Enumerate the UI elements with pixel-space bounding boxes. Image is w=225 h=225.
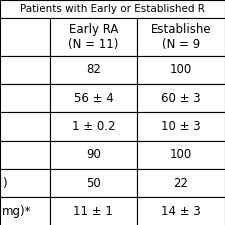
Bar: [50, 197, 137, 225]
Bar: [137, 197, 225, 225]
Bar: [0, 112, 50, 141]
Text: 14 ± 3: 14 ± 3: [161, 205, 201, 218]
Text: 60 ± 3: 60 ± 3: [161, 92, 201, 105]
Text: mg)*: mg)*: [2, 205, 32, 218]
Bar: [50, 56, 137, 84]
Bar: [137, 112, 225, 141]
Bar: [0, 169, 50, 197]
Text: 11 ± 1: 11 ± 1: [73, 205, 113, 218]
Text: 22: 22: [174, 177, 189, 190]
Bar: [137, 18, 225, 56]
Bar: [0, 56, 50, 84]
Bar: [50, 169, 137, 197]
Bar: [137, 84, 225, 112]
Text: 56 ± 4: 56 ± 4: [74, 92, 113, 105]
Bar: [137, 56, 225, 84]
Bar: [0, 141, 50, 169]
Text: Early RA
(N = 11): Early RA (N = 11): [68, 23, 119, 51]
Bar: [0, 18, 50, 56]
Bar: [50, 84, 137, 112]
Bar: [0, 84, 50, 112]
Bar: [0, 0, 225, 18]
Bar: [50, 141, 137, 169]
Text: 82: 82: [86, 63, 101, 76]
Text: ): ): [2, 177, 7, 190]
Text: Patients with Early or Established R: Patients with Early or Established R: [20, 4, 205, 14]
Bar: [137, 141, 225, 169]
Text: 90: 90: [86, 148, 101, 161]
Text: 1 ± 0.2: 1 ± 0.2: [72, 120, 115, 133]
Bar: [50, 18, 137, 56]
Text: 50: 50: [86, 177, 101, 190]
Text: 10 ± 3: 10 ± 3: [161, 120, 201, 133]
Text: 100: 100: [170, 148, 192, 161]
Bar: [137, 169, 225, 197]
Text: Establishe
(N = 9: Establishe (N = 9: [151, 23, 211, 51]
Text: 100: 100: [170, 63, 192, 76]
Bar: [0, 197, 50, 225]
Bar: [50, 112, 137, 141]
